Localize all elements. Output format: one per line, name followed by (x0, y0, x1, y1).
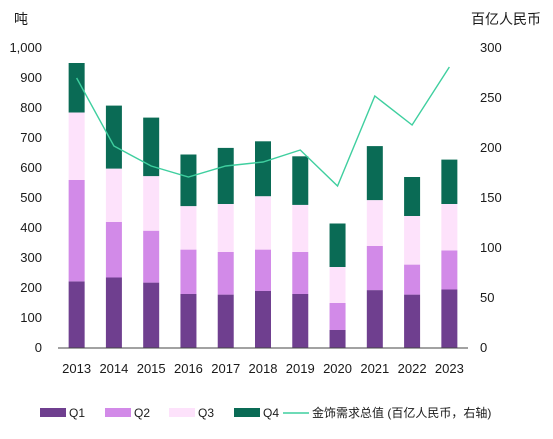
bar-q2-2023 (441, 250, 458, 290)
bar-q4-2014 (105, 105, 122, 169)
x-tick-label: 2016 (174, 361, 203, 376)
right-axis-unit: 百亿人民币 (471, 11, 541, 27)
bar-q4-2023 (441, 159, 458, 204)
x-tick-label: 2022 (398, 361, 427, 376)
bar-q1-2016 (180, 294, 197, 348)
left-tick-label: 700 (20, 130, 42, 145)
bar-q4-2016 (180, 154, 197, 207)
x-tick-label: 2019 (286, 361, 315, 376)
left-tick-label: 100 (20, 310, 42, 325)
bar-q1-2020 (329, 330, 346, 348)
legend-swatch-q1 (40, 408, 66, 417)
bar-q1-2023 (441, 289, 458, 348)
left-tick-label: 400 (20, 220, 42, 235)
right-tick-label: 100 (480, 240, 502, 255)
bar-q3-2014 (105, 168, 122, 222)
bar-series (68, 63, 458, 348)
bar-q2-2021 (366, 246, 383, 291)
bar-q3-2016 (180, 206, 197, 250)
bar-q2-2013 (68, 180, 85, 282)
legend-swatch-q2 (105, 408, 131, 417)
right-tick-label: 300 (480, 40, 502, 55)
bar-q4-2019 (292, 156, 309, 205)
bar-q4-2017 (217, 147, 234, 204)
bar-q4-2015 (143, 117, 160, 177)
legend-swatch-q3 (169, 408, 195, 417)
bar-q2-2016 (180, 249, 197, 294)
bar-q4-2022 (404, 177, 421, 216)
bar-q1-2017 (217, 294, 234, 348)
demand-value-line (76, 66, 450, 188)
bar-q3-2015 (143, 176, 160, 231)
bar-q3-2019 (292, 204, 309, 252)
right-tick-label: 50 (480, 290, 494, 305)
bar-q2-2017 (217, 252, 234, 295)
right-tick-label: 0 (480, 340, 487, 355)
legend-label-q4: Q4 (263, 406, 279, 420)
bar-q4-2013 (68, 63, 85, 113)
right-tick-label: 150 (480, 190, 502, 205)
bar-q2-2022 (404, 264, 421, 295)
left-tick-label: 500 (20, 190, 42, 205)
legend-label-q1: Q1 (69, 406, 85, 420)
bar-q1-2013 (68, 281, 85, 348)
left-tick-label: 800 (20, 100, 42, 115)
left-tick-label: 900 (20, 70, 42, 85)
bar-q2-2019 (292, 252, 309, 294)
x-tick-label: 2020 (323, 361, 352, 376)
bar-q4-2021 (366, 146, 383, 201)
left-tick-label: 600 (20, 160, 42, 175)
x-tick-label: 2014 (99, 361, 128, 376)
bar-q1-2019 (292, 294, 309, 348)
bar-q3-2022 (404, 216, 421, 265)
legend-label-q3: Q3 (198, 406, 214, 420)
bar-q1-2015 (143, 282, 160, 348)
left-axis-unit: 吨 (14, 11, 28, 27)
line-series (76, 66, 450, 188)
bar-q3-2020 (329, 267, 346, 303)
legend: Q1 Q2 Q3 Q4 金饰需求总值 (百亿人民币，右轴) (40, 405, 491, 420)
x-tick-label: 2018 (249, 361, 278, 376)
bar-q2-2015 (143, 230, 160, 283)
x-tick-label: 2017 (211, 361, 240, 376)
x-tick-label: 2021 (360, 361, 389, 376)
x-tick-label: 2013 (62, 361, 91, 376)
bar-q1-2018 (255, 291, 271, 348)
right-axis: 0 50 100 150 200 250 300 (480, 40, 502, 355)
bar-q4-2018 (255, 141, 271, 197)
left-tick-label: 1,000 (9, 40, 42, 55)
bar-q3-2023 (441, 204, 458, 251)
bar-q3-2021 (366, 200, 383, 246)
left-tick-label: 300 (20, 250, 42, 265)
x-tick-label: 2023 (435, 361, 464, 376)
left-tick-label: 0 (35, 340, 42, 355)
right-tick-label: 200 (480, 140, 502, 155)
bar-q3-2018 (255, 196, 271, 250)
bar-q1-2021 (366, 290, 383, 348)
bar-q3-2013 (68, 112, 85, 180)
bar-q1-2022 (404, 294, 421, 348)
left-tick-label: 200 (20, 280, 42, 295)
bar-q3-2017 (217, 204, 234, 252)
left-axis: 0 100 200 300 400 500 600 700 800 900 1,000 (9, 40, 42, 355)
bar-q2-2018 (255, 249, 271, 291)
bar-q1-2014 (105, 277, 122, 348)
legend-label-line: 金饰需求总值 (百亿人民币，右轴) (312, 405, 491, 420)
x-tick-label: 2015 (137, 361, 166, 376)
legend-label-q2: Q2 (134, 406, 150, 420)
x-axis: 2013 2014 2015 2016 2017 2018 2019 2020 2021 2022… (62, 361, 464, 376)
bar-q2-2020 (329, 303, 346, 330)
bar-q2-2014 (105, 222, 122, 278)
legend-swatch-q4 (234, 408, 260, 417)
right-tick-label: 250 (480, 90, 502, 105)
bar-q4-2020 (329, 223, 346, 267)
